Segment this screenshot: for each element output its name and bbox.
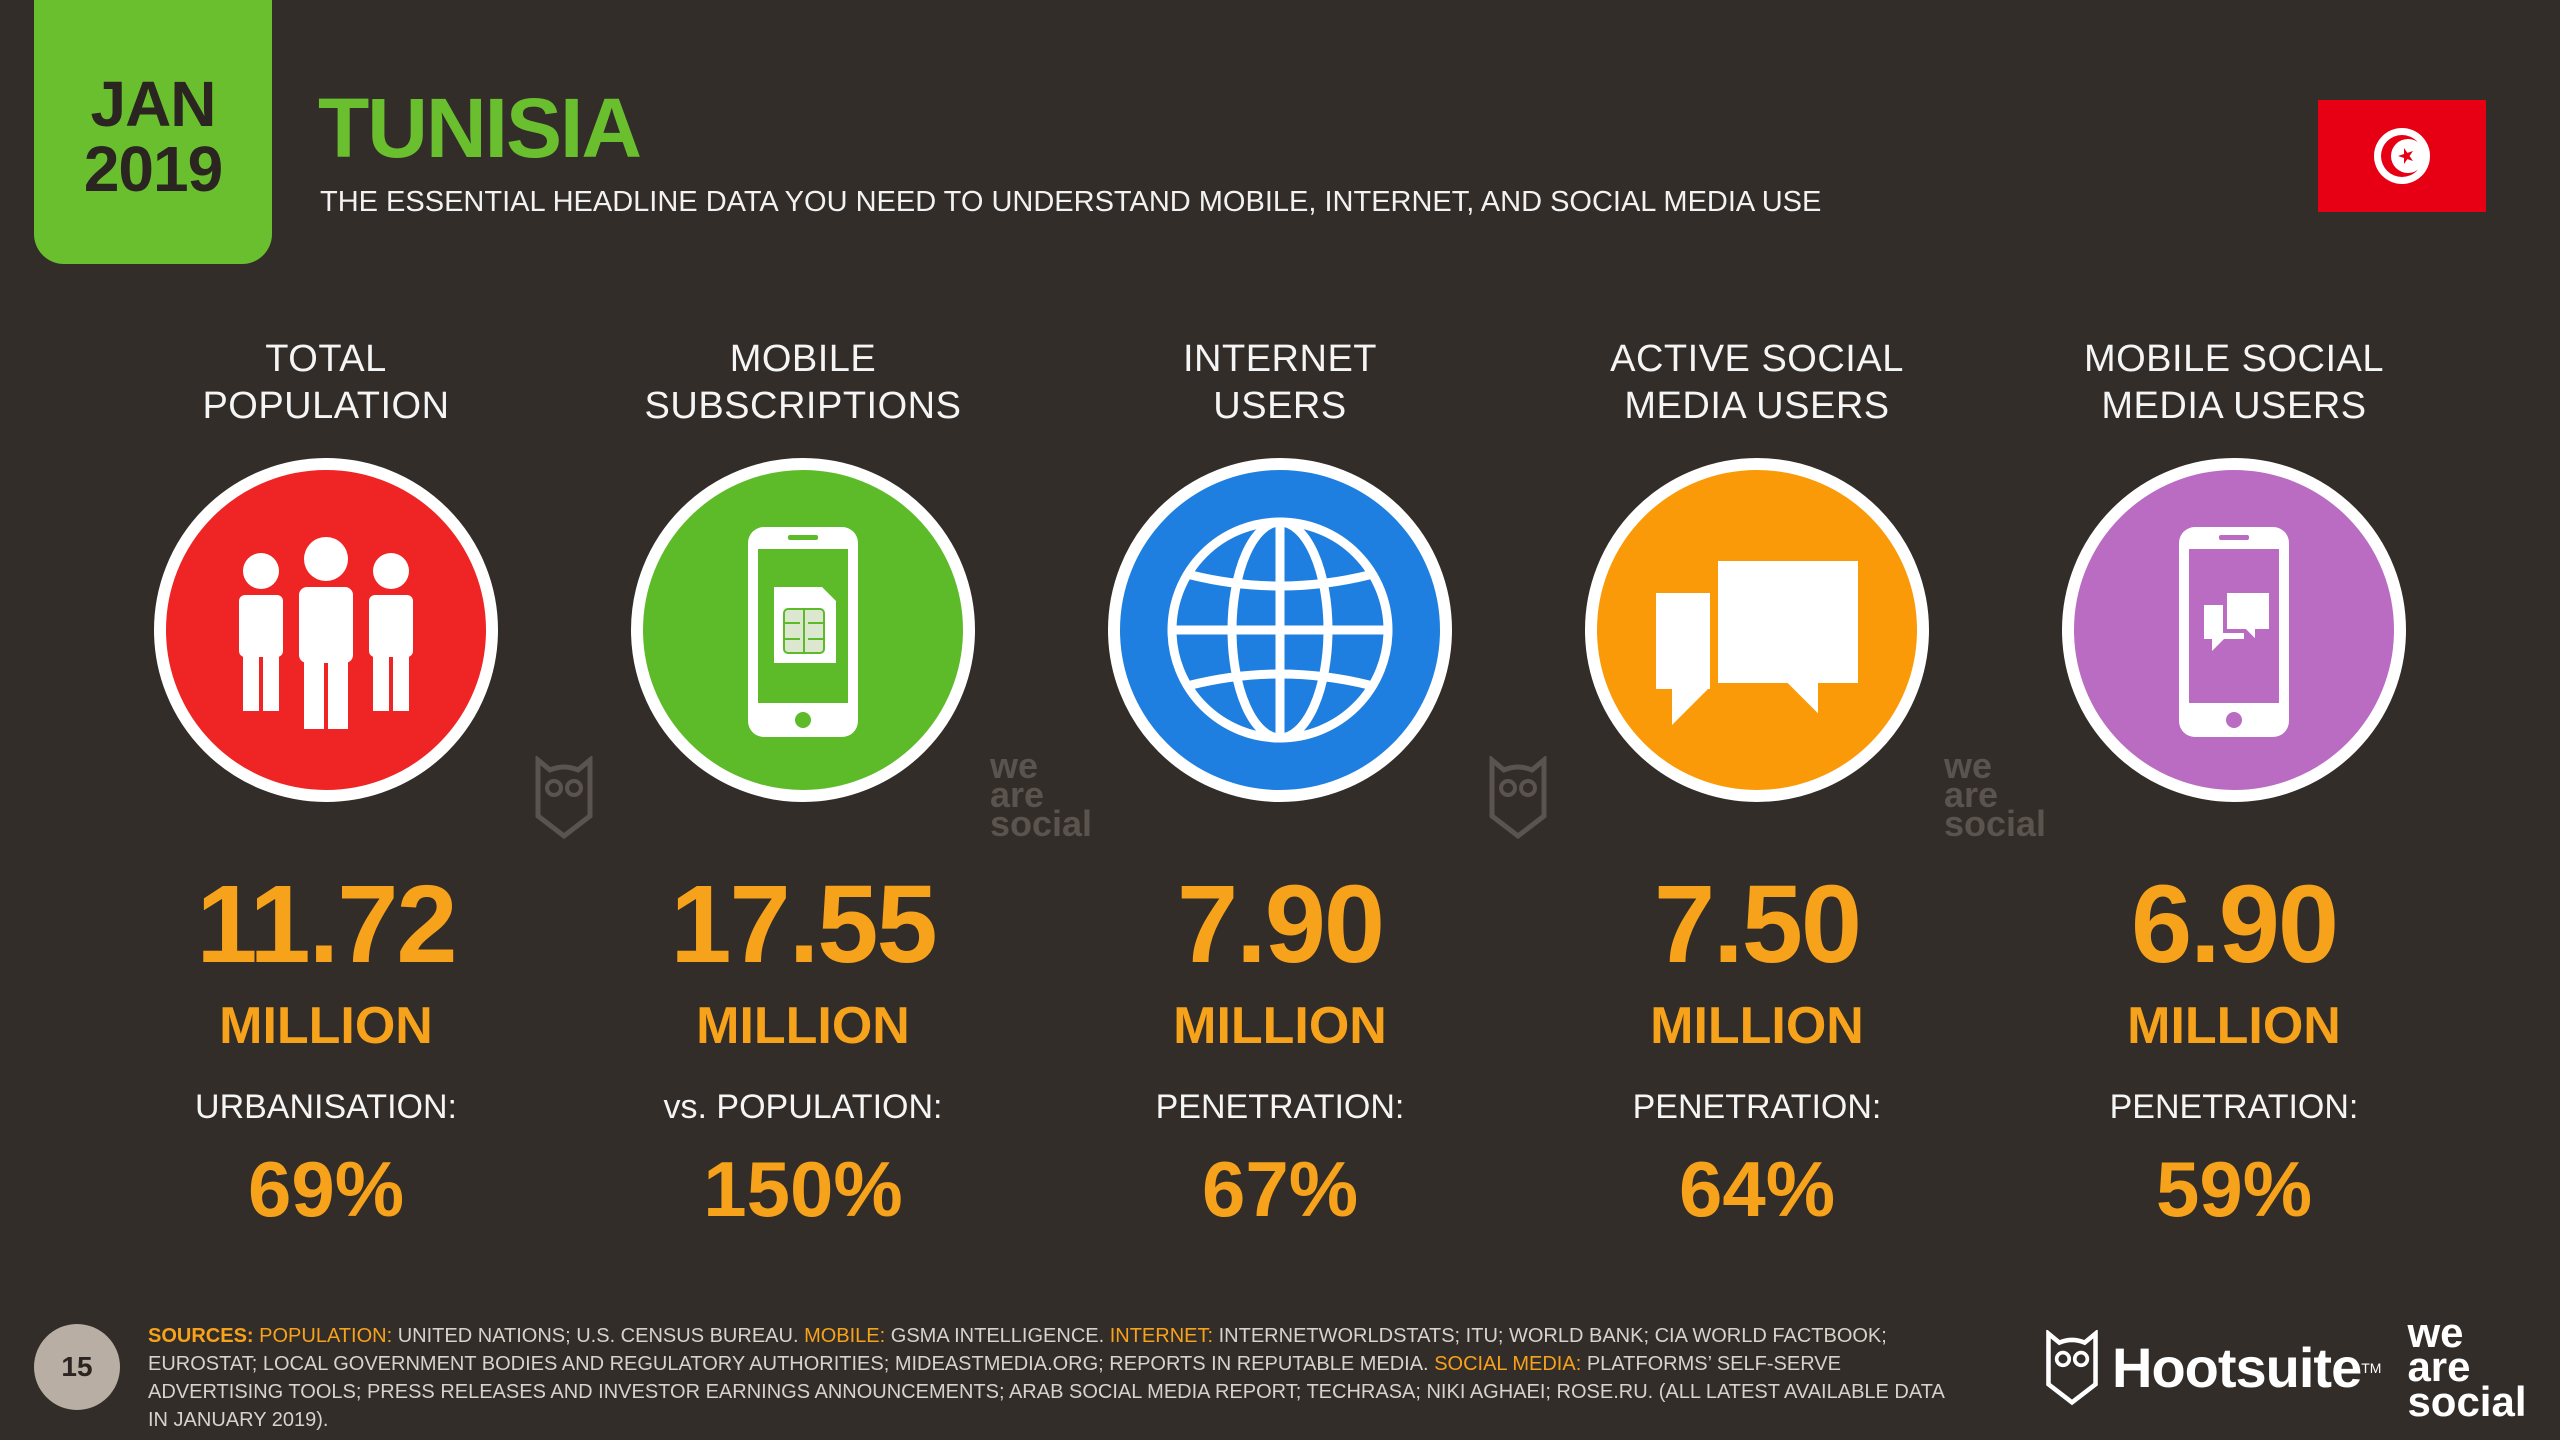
stat-mobile-social-media-users: MOBILE SOCIAL MEDIA USERS 6.90 MILLION P…: [2024, 336, 2444, 1228]
stat-total-population: TOTAL POPULATION: [116, 336, 536, 1228]
stat-sub-value: 69%: [247, 1145, 405, 1233]
stat-sub-value: 150%: [703, 1145, 903, 1233]
hootsuite-owl-watermark-icon: [534, 754, 594, 845]
stat-label: MOBILE SUBSCRIPTIONS: [644, 338, 962, 427]
stats-row: TOTAL POPULATION: [0, 336, 2560, 1256]
stat-value: 7.50: [1653, 863, 1862, 986]
stat-unit: MILLION: [2127, 997, 2341, 1055]
stat-label: INTERNET USERS: [1183, 338, 1377, 427]
date-badge: JAN 2019: [34, 0, 272, 264]
speech-bubbles-icon: [1585, 458, 1929, 802]
stat-value: 7.90: [1176, 863, 1385, 986]
stat-sub-label: URBANISATION:: [195, 1088, 457, 1126]
stat-active-social-media-users: ACTIVE SOCIAL MEDIA USERS 7.50 MILLION P…: [1547, 336, 1967, 1228]
stat-unit: MILLION: [1650, 997, 1864, 1055]
we-are-social-watermark: we are social: [990, 745, 1093, 844]
stat-value: 17.55: [670, 863, 937, 986]
stat-label: ACTIVE SOCIAL MEDIA USERS: [1610, 338, 1904, 427]
page-subtitle: THE ESSENTIAL HEADLINE DATA YOU NEED TO …: [320, 186, 1822, 218]
stat-unit: MILLION: [1173, 997, 1387, 1055]
people-icon: [154, 458, 498, 802]
stat-sub-label: PENETRATION:: [2109, 1088, 2359, 1126]
stat-unit: MILLION: [696, 997, 910, 1055]
trademark: TM: [2361, 1359, 2382, 1376]
date-month: JAN: [90, 67, 216, 140]
hootsuite-owl-watermark-icon: [1488, 754, 1548, 845]
we-are-social-logo: we are social: [2407, 1309, 2527, 1425]
tunisia-flag-icon: [2318, 100, 2486, 212]
page-number: 15: [34, 1324, 120, 1410]
sources-text: SOURCES: POPULATION: UNITED NATIONS; U.S…: [148, 1325, 1944, 1431]
stat-sub-label: PENETRATION:: [1155, 1088, 1405, 1126]
stat-sub-value: 64%: [1678, 1145, 1836, 1233]
stat-value: 6.90: [2130, 863, 2339, 986]
sim-phone-icon: [631, 458, 975, 802]
stat-sub-label: vs. POPULATION:: [663, 1088, 943, 1126]
page-title: TUNISIA: [318, 81, 642, 175]
stat-label: MOBILE SOCIAL MEDIA USERS: [2083, 338, 2385, 427]
globe-icon: [1108, 458, 1452, 802]
stat-unit: MILLION: [219, 997, 433, 1055]
stat-mobile-subscriptions: MOBILE SUBSCRIPTIONS 17.55 MILLION vs. P…: [593, 336, 1013, 1228]
date-year: 2019: [83, 133, 223, 205]
stat-sub-value: 67%: [1201, 1145, 1359, 1233]
hootsuite-owl-icon: [2046, 1329, 2098, 1405]
phone-chat-icon: [2062, 458, 2406, 802]
stat-internet-users: INTERNET USERS 7.90 MILLION PENETRA: [1070, 336, 1490, 1228]
brand-logos: Hootsuite TM we are social: [2044, 1309, 2527, 1425]
stat-sub-value: 59%: [2155, 1145, 2313, 1233]
stat-value: 11.72: [196, 863, 457, 986]
we-are-social-watermark: we are social: [1944, 745, 2047, 844]
stat-label: TOTAL POPULATION: [202, 338, 450, 427]
hootsuite-logo-text: Hootsuite: [2112, 1336, 2362, 1400]
stat-sub-label: PENETRATION:: [1632, 1088, 1882, 1126]
